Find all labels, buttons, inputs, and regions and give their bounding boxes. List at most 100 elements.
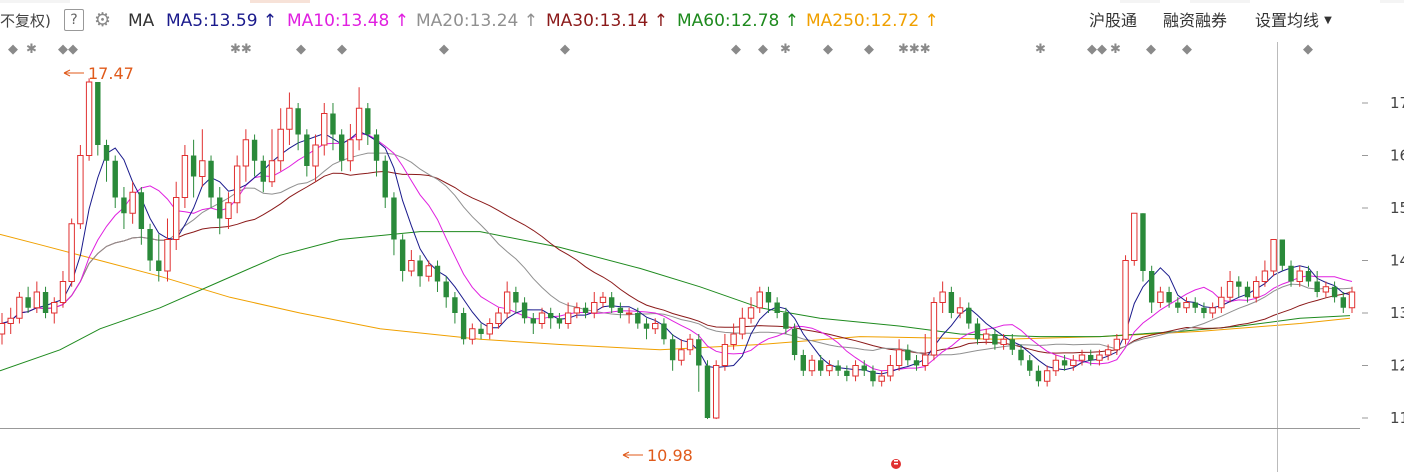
event-marker[interactable]: ◆ (8, 42, 18, 57)
candle-body (966, 307, 972, 324)
candle (277, 108, 284, 172)
candle-body (774, 302, 780, 313)
candle-body (1261, 270, 1269, 282)
candle (217, 187, 223, 235)
candle (774, 297, 780, 319)
candle (268, 129, 276, 187)
candle-body (268, 160, 276, 183)
event-marker[interactable]: ◆ (439, 42, 449, 57)
gear-icon[interactable]: ⚙ (94, 9, 112, 31)
candle-body (242, 139, 250, 167)
candle-body (669, 339, 676, 361)
candle (1261, 260, 1269, 287)
candle (112, 155, 118, 208)
candle (16, 292, 23, 324)
candle-body (591, 302, 598, 314)
candle (1305, 265, 1312, 287)
candle-body (1305, 271, 1312, 282)
event-marker[interactable]: ◆ (1146, 42, 1156, 57)
top-tab-indicator (250, 0, 310, 3)
candle (564, 302, 572, 329)
candle (156, 234, 162, 282)
candle-body (129, 191, 136, 214)
caret-down-icon: ▼ (1324, 15, 1332, 26)
event-marker[interactable]: ◆ (1303, 42, 1313, 57)
candle-body (277, 128, 284, 162)
candle-body (330, 113, 336, 135)
event-marker[interactable]: ✱ (26, 42, 37, 57)
candle (678, 339, 685, 366)
candle-body (408, 260, 415, 272)
event-marker[interactable]: ◆ (296, 42, 306, 57)
candle-body (1035, 370, 1042, 382)
candle-body (1113, 338, 1121, 351)
event-marker[interactable]: ◆ (337, 42, 347, 57)
candle-body (1331, 286, 1338, 298)
candle-body (1226, 281, 1234, 298)
candle (7, 307, 14, 334)
candle (495, 307, 502, 329)
ma-value-2: MA20:13.24 ↑ (416, 11, 538, 31)
candle (434, 260, 441, 292)
dividend-icon[interactable] (891, 459, 901, 469)
candle (617, 302, 624, 319)
set-ma-dropdown[interactable]: 设置均线 ▼ (1255, 10, 1332, 35)
candle-body (852, 365, 859, 377)
adjust-mode-label[interactable]: 不复权) (0, 12, 51, 30)
candle (835, 360, 841, 376)
event-marker[interactable]: ◆ (731, 42, 741, 57)
candle (643, 318, 650, 340)
candle (1175, 297, 1181, 313)
candle-body (199, 160, 206, 177)
candle (992, 328, 998, 350)
candle-body (556, 318, 563, 324)
event-marker[interactable]: ◆ (758, 42, 768, 57)
candle (469, 323, 476, 345)
event-marker[interactable]: ◆ (823, 42, 833, 57)
y-tick-label: 16 (1390, 147, 1404, 165)
ma30-line (1, 170, 1353, 354)
candle (164, 218, 171, 282)
event-marker[interactable]: ◆ (1182, 42, 1192, 57)
event-marker[interactable]: ◆ (560, 42, 570, 57)
high-price-label: 17.47 (88, 64, 134, 83)
candle (147, 223, 153, 271)
candle-body (1348, 291, 1356, 309)
candle-body (678, 349, 685, 361)
margin-trading-link[interactable]: 融资融券 (1163, 11, 1228, 30)
candle (765, 286, 772, 313)
candle-body (783, 313, 789, 329)
event-marker[interactable]: ✱ (780, 42, 791, 57)
top-tab-indicator (1120, 0, 1160, 3)
low-annotation: 10.98 (622, 446, 693, 465)
help-button[interactable]: ? (64, 9, 84, 31)
candle-body (861, 365, 867, 371)
event-marker[interactable]: ✱ (1110, 42, 1121, 57)
candle-body (800, 355, 806, 371)
candle (1148, 265, 1155, 313)
hgt-link[interactable]: 沪股通 (1089, 11, 1138, 30)
candle-body (260, 160, 266, 182)
candle-body (1088, 355, 1094, 361)
event-marker[interactable]: ◆◆ (58, 42, 78, 57)
candle-body (1192, 302, 1198, 308)
candle-body (147, 229, 153, 261)
event-marker[interactable]: ✱✱ (230, 42, 252, 57)
indicator-name[interactable]: MA (128, 11, 155, 31)
candle (939, 281, 946, 313)
candle (861, 360, 867, 376)
event-marker[interactable]: ✱ (1035, 42, 1046, 57)
top-tab-indicator (0, 0, 70, 3)
event-marker[interactable]: ✱✱✱ (898, 42, 931, 57)
candle-body (564, 312, 572, 324)
candle (712, 360, 720, 420)
candle (172, 181, 180, 250)
candle-body (538, 312, 546, 324)
event-marker[interactable]: ◆◆ (1087, 42, 1107, 57)
candle-body (85, 81, 93, 156)
candle-body (452, 297, 458, 313)
candle-body (399, 239, 406, 271)
event-marker[interactable]: ◆ (864, 42, 874, 57)
candle-body (887, 365, 894, 377)
